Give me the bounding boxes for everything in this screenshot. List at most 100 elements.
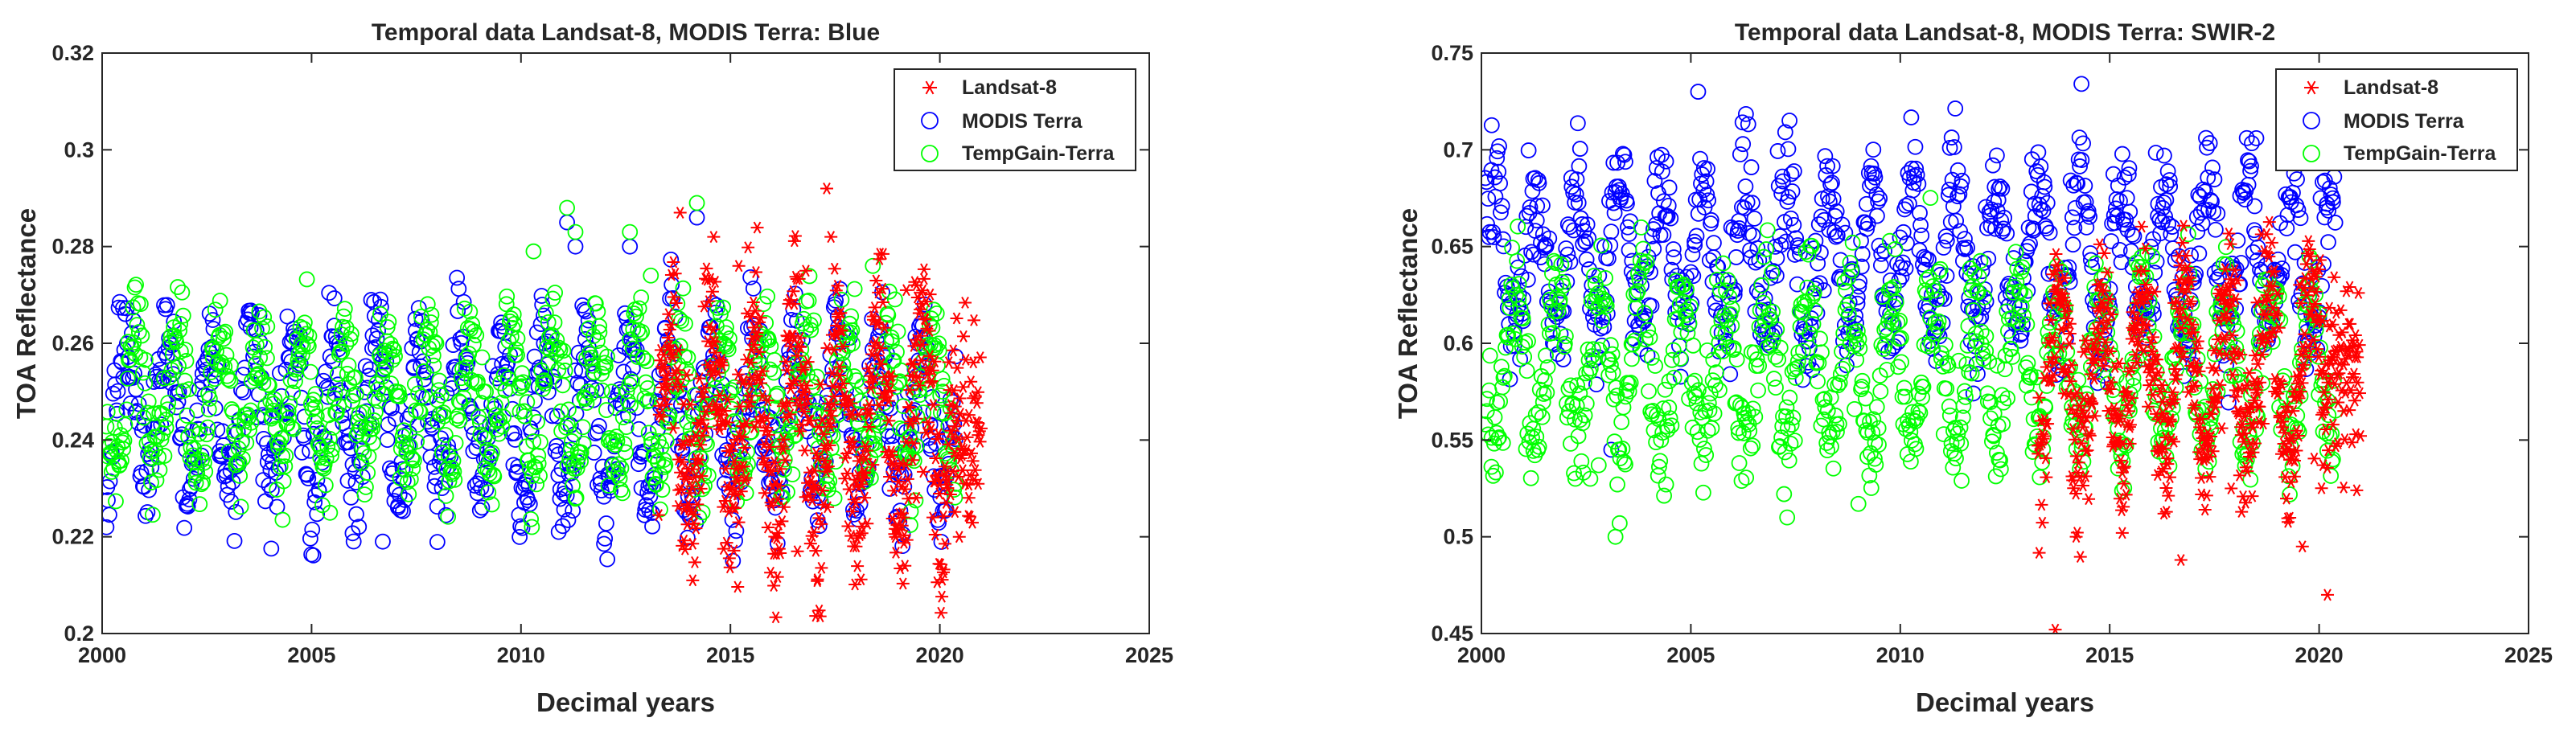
data-point [344, 525, 361, 542]
data-point [259, 350, 275, 367]
data-point [300, 338, 317, 355]
data-point-outlier [820, 182, 833, 195]
data-point [426, 334, 443, 351]
data-point-outlier [849, 540, 863, 553]
data-point [654, 482, 671, 498]
data-point [274, 511, 291, 528]
data-point [889, 344, 905, 360]
data-point [1938, 232, 1955, 249]
data-point [251, 303, 268, 320]
data-point [465, 336, 482, 353]
data-point-outlier [865, 257, 881, 274]
data-point [889, 323, 906, 340]
data-point [305, 548, 322, 564]
data-point [453, 334, 470, 351]
chart-blue: Temporal data Landsat-8, MODIS Terra: Bl… [11, 19, 1173, 717]
data-point [491, 412, 507, 429]
data-point [387, 411, 404, 427]
data-point [174, 284, 191, 301]
data-point [1940, 187, 1957, 203]
data-point [1662, 210, 1679, 227]
data-point [1858, 195, 1875, 212]
data-point [644, 518, 660, 535]
data-point [573, 444, 590, 461]
data-point [355, 404, 372, 420]
data-point [415, 363, 432, 379]
data-point [686, 537, 700, 550]
data-point [824, 420, 837, 433]
data-point [917, 273, 931, 285]
data-point [1568, 171, 1585, 188]
data-point [1907, 138, 1924, 155]
data-point [918, 313, 931, 325]
legend-symbol [921, 145, 939, 162]
data-point-outlier [791, 545, 804, 558]
data-point-outlier [686, 574, 700, 587]
data-point [1740, 116, 1756, 133]
data-point [904, 417, 918, 430]
data-point [1859, 215, 1876, 232]
data-point [264, 408, 280, 424]
data-point [1699, 187, 1715, 203]
x-tick-label: 2020 [916, 643, 964, 667]
data-point [810, 394, 826, 410]
data-point [115, 441, 132, 457]
data-point [622, 397, 639, 413]
data-point [412, 404, 429, 420]
data-point [1810, 216, 1827, 232]
data-point [1703, 211, 1719, 228]
data-point [194, 452, 211, 469]
data-point [252, 349, 269, 366]
data-point [416, 371, 433, 388]
data-point [546, 373, 563, 390]
data-point [947, 489, 963, 506]
data-point [962, 491, 976, 504]
x-tick-label: 2010 [497, 643, 545, 667]
data-point [680, 366, 697, 382]
data-point [277, 458, 294, 475]
data-point [675, 280, 692, 297]
data-point [325, 419, 341, 436]
data-point [756, 365, 770, 378]
data-point [250, 386, 267, 403]
data-point [761, 394, 774, 407]
x-tick-label: 2025 [1125, 643, 1173, 667]
data-point [640, 424, 657, 441]
data-point [754, 377, 767, 389]
data-point [848, 372, 865, 388]
data-point [791, 350, 804, 362]
data-point [158, 412, 175, 429]
data-point [1936, 290, 1953, 307]
data-point [323, 441, 340, 457]
data-point-outlier [707, 231, 721, 244]
data-point [547, 285, 564, 301]
legend-label-modis: MODIS Terra [962, 110, 1083, 133]
data-point [968, 464, 982, 477]
data-point [693, 453, 707, 466]
data-point [1908, 160, 1925, 177]
data-point [451, 412, 468, 429]
data-point [798, 444, 811, 457]
data-point [402, 471, 419, 488]
data-point [861, 517, 874, 530]
data-point [1592, 320, 1609, 337]
data-point [937, 563, 951, 576]
data-point [479, 462, 496, 478]
data-point [895, 519, 909, 532]
data-point [578, 395, 595, 412]
data-point [344, 393, 360, 409]
data-point [307, 386, 324, 402]
data-point [868, 441, 885, 458]
data-point [935, 606, 948, 619]
data-point [550, 362, 567, 379]
data-point [308, 408, 325, 424]
data-point [222, 372, 239, 389]
data-point [962, 478, 976, 491]
data-point [419, 296, 436, 313]
data-point [1642, 264, 1658, 281]
data-point [413, 308, 429, 325]
data-point [928, 305, 945, 322]
data-point [691, 498, 705, 511]
data-point [728, 502, 742, 515]
data-point [1824, 174, 1840, 191]
